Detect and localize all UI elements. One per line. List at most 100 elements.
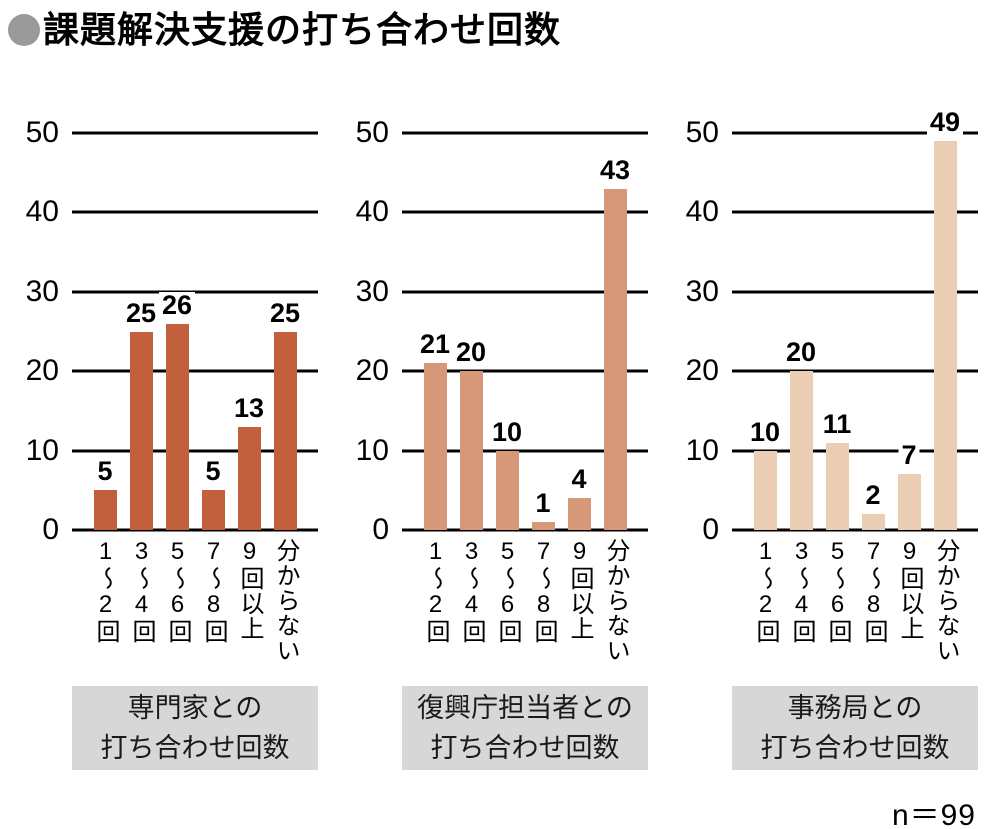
group-label-line1: 事務局との bbox=[787, 692, 923, 723]
x-tick-label: 9回以上 bbox=[236, 538, 263, 641]
bar bbox=[603, 188, 627, 530]
plot-area: 10 20 11 2 7 49 bbox=[732, 108, 978, 532]
bar-value-label: 10 bbox=[488, 418, 526, 446]
bar-value-label: 2 bbox=[862, 482, 884, 510]
bar-value-label: 20 bbox=[782, 339, 820, 367]
bar bbox=[237, 426, 261, 530]
x-tick-label: 5〜6回 bbox=[824, 538, 851, 644]
bar-value-label: 13 bbox=[230, 394, 268, 422]
y-axis-labels: 0 10 20 30 40 50 bbox=[10, 118, 72, 545]
y-tick-label: 40 bbox=[355, 195, 389, 229]
y-tick-label: 10 bbox=[355, 433, 389, 467]
group-label-line2: 打ち合わせ回数 bbox=[430, 733, 620, 763]
page-title: 課題解決支援の打ち合わせ回数 bbox=[43, 9, 562, 50]
bar bbox=[165, 323, 189, 530]
bar bbox=[861, 514, 885, 530]
plot-area: 21 20 10 1 4 43 bbox=[402, 131, 648, 532]
bar-value-label: 7 bbox=[898, 442, 920, 470]
bar bbox=[567, 498, 591, 530]
group-label-line2: 打ち合わせ回数 bbox=[760, 733, 950, 763]
x-tick-label: 分からない bbox=[932, 538, 959, 663]
x-tick-label: 分からない bbox=[272, 538, 299, 663]
y-tick-label: 50 bbox=[25, 116, 59, 149]
bar-value-label: 5 bbox=[94, 458, 116, 486]
bar bbox=[273, 331, 297, 530]
gridline bbox=[402, 290, 648, 294]
bar bbox=[825, 442, 849, 530]
gridline bbox=[732, 369, 978, 373]
y-tick-label: 40 bbox=[685, 195, 719, 229]
x-tick-label: 5〜6回 bbox=[164, 538, 191, 644]
x-tick-label: 1〜2回 bbox=[422, 538, 449, 644]
bar-value-label: 25 bbox=[266, 299, 304, 327]
y-tick-label: 0 bbox=[372, 513, 389, 546]
bar bbox=[459, 371, 483, 530]
gridline bbox=[72, 449, 318, 453]
group-label-box: 復興庁担当者との 打ち合わせ回数 bbox=[402, 686, 648, 770]
x-tick-label: 7〜8回 bbox=[530, 538, 557, 644]
bar bbox=[789, 371, 813, 530]
sample-size-label: n＝99 bbox=[891, 799, 976, 829]
gridline bbox=[732, 528, 978, 532]
x-tick-label: 7〜8回 bbox=[200, 538, 227, 644]
y-tick-label: 30 bbox=[25, 274, 59, 308]
bar-value-label: 25 bbox=[122, 299, 160, 327]
gridline bbox=[402, 528, 648, 532]
x-tick-label: 9回以上 bbox=[566, 538, 593, 641]
group-label-box: 事務局との 打ち合わせ回数 bbox=[732, 686, 978, 770]
x-tick-label: 3〜4回 bbox=[128, 538, 155, 644]
gridline bbox=[402, 369, 648, 373]
y-tick-label: 30 bbox=[355, 274, 389, 308]
bar bbox=[495, 450, 519, 530]
bar bbox=[93, 490, 117, 530]
bar bbox=[129, 331, 153, 530]
gridline bbox=[72, 210, 318, 214]
x-axis-labels: 1〜2回 3〜4回 5〜6回 7〜8回 9回以上 分からない bbox=[72, 538, 318, 680]
y-tick-label: 40 bbox=[25, 195, 59, 229]
bar-value-label: 43 bbox=[596, 156, 634, 184]
chart-secretariat: 0 10 20 30 40 50 10 20 11 2 7 49 1〜2回 3〜4回 5〜6回 7〜8回 9… bbox=[670, 108, 990, 770]
x-tick-label: 9回以上 bbox=[896, 538, 923, 641]
x-tick-label: 1〜2回 bbox=[752, 538, 779, 644]
circle-bullet-icon bbox=[8, 13, 40, 46]
y-axis-labels: 0 10 20 30 40 50 bbox=[340, 118, 402, 545]
chart-reconstruction-agency: 0 10 20 30 40 50 21 20 10 1 4 43 1〜2回 3〜4回 5〜6回 7〜8回 9… bbox=[340, 118, 660, 770]
bar-value-label: 10 bbox=[746, 418, 784, 446]
bar-value-label: 4 bbox=[568, 466, 590, 494]
group-label-line2: 打ち合わせ回数 bbox=[100, 733, 290, 763]
gridline bbox=[732, 131, 978, 135]
x-tick-label: 5〜6回 bbox=[494, 538, 521, 644]
y-tick-label: 20 bbox=[355, 354, 389, 388]
gridline bbox=[402, 210, 648, 214]
gridline bbox=[72, 528, 318, 532]
y-tick-label: 50 bbox=[355, 116, 389, 149]
y-tick-label: 0 bbox=[42, 513, 59, 546]
group-label-box: 専門家との 打ち合わせ回数 bbox=[72, 686, 318, 770]
y-tick-label: 10 bbox=[25, 433, 59, 467]
gridline bbox=[402, 449, 648, 453]
y-tick-label: 30 bbox=[685, 274, 719, 308]
bar bbox=[753, 450, 777, 530]
gridline bbox=[402, 131, 648, 135]
group-label-line1: 復興庁担当者との bbox=[417, 692, 633, 723]
x-tick-label: 1〜2回 bbox=[92, 538, 119, 644]
y-axis-labels: 0 10 20 30 40 50 bbox=[670, 118, 732, 545]
gridline bbox=[732, 290, 978, 294]
x-axis-labels: 1〜2回 3〜4回 5〜6回 7〜8回 9回以上 分からない bbox=[732, 538, 978, 680]
x-tick-label: 7〜8回 bbox=[860, 538, 887, 644]
x-tick-label: 3〜4回 bbox=[458, 538, 485, 644]
bar-value-label: 26 bbox=[158, 291, 196, 319]
charts-row: 0 10 20 30 40 50 5 25 26 5 13 25 1〜2回 3〜4回 5〜6回 7〜8回 9… bbox=[10, 108, 1000, 770]
bar bbox=[897, 474, 921, 530]
plot-area: 5 25 26 5 13 25 bbox=[72, 131, 318, 532]
x-axis-labels: 1〜2回 3〜4回 5〜6回 7〜8回 9回以上 分からない bbox=[402, 538, 648, 680]
x-tick-label: 分からない bbox=[602, 538, 629, 663]
bar-value-label: 21 bbox=[416, 331, 454, 359]
bar bbox=[933, 140, 957, 530]
bar bbox=[531, 522, 555, 530]
bar bbox=[201, 490, 225, 530]
y-tick-label: 20 bbox=[25, 354, 59, 388]
y-tick-label: 0 bbox=[702, 513, 719, 546]
gridline bbox=[732, 210, 978, 214]
y-tick-label: 20 bbox=[685, 354, 719, 388]
